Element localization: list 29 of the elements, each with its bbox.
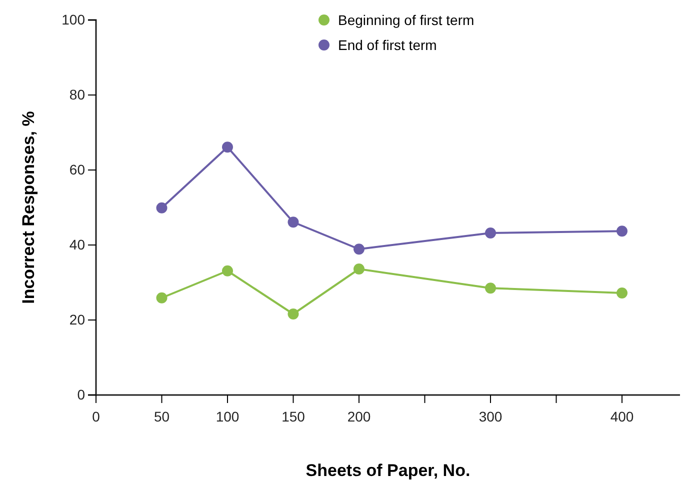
x-tick-label: 400: [610, 408, 634, 424]
y-tick-label: 0: [77, 386, 86, 402]
y-tick-label: 100: [62, 11, 86, 28]
legend-label: Beginning of first term: [338, 12, 474, 28]
x-tick-label: 100: [216, 408, 240, 424]
point: [616, 226, 628, 237]
y-tick-label: 80: [69, 86, 86, 102]
y-tick-label: 60: [69, 161, 86, 178]
x-tick-label: 0: [92, 408, 100, 424]
x-tick-label: 300: [478, 408, 502, 424]
point: [156, 292, 168, 304]
point: [485, 282, 496, 294]
x-axis-title: Sheets of Paper, No.: [306, 461, 470, 480]
y-axis-title: Incorrect Responses, %: [19, 111, 38, 304]
x-tick-label: 200: [347, 408, 371, 424]
legend-label: End of first term: [338, 37, 437, 53]
point: [354, 264, 364, 274]
point: [156, 202, 168, 214]
x-tick-label: 150: [282, 408, 306, 424]
point: [288, 308, 299, 320]
point: [288, 216, 299, 228]
point: [616, 288, 628, 298]
y-tick-label: 40: [69, 236, 86, 252]
point: [222, 265, 233, 276]
point: [222, 142, 233, 153]
point: [485, 228, 496, 238]
x-tick-label: 50: [154, 408, 170, 424]
y-tick-label: 20: [69, 311, 86, 328]
point: [354, 244, 364, 255]
